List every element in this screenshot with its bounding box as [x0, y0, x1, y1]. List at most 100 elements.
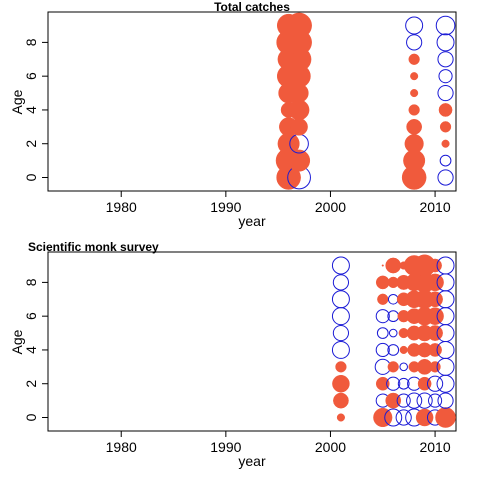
bubble-2005-age-7 — [377, 293, 389, 305]
x-tick-label-2010: 2010 — [419, 439, 450, 455]
bubble-2011-age-6 — [438, 69, 453, 84]
bubble-2001-age-8 — [332, 274, 350, 291]
bubble-2007-age-4 — [399, 345, 408, 354]
bubble-2011-age-2 — [436, 374, 455, 393]
y-tick-label-4: 4 — [23, 106, 39, 114]
bubble-2001-age-2 — [332, 374, 350, 393]
bubble-2007-age-0 — [395, 409, 412, 426]
y-tick-label-6: 6 — [23, 312, 39, 320]
y-axis-title-scientific-monk-survey: Age — [9, 329, 25, 354]
bubble-2008-age-7 — [408, 53, 420, 65]
bubble-2005-age-6 — [375, 309, 390, 324]
bubble-1997-age-3 — [290, 118, 308, 136]
bubble-2001-age-9 — [331, 256, 350, 275]
bubble-2011-age-9 — [436, 256, 455, 275]
bubble-2010-age-1 — [428, 393, 443, 408]
bubble-2001-age-7 — [331, 290, 350, 309]
x-axis-title-total-catches: year — [238, 213, 266, 229]
axes-total-catches: 1980 1990 2000 2010 0 2 4 6 8 — [23, 38, 451, 215]
y-tick-label-2: 2 — [23, 140, 39, 148]
x-tick-label-1980: 1980 — [106, 199, 137, 215]
bubble-marks-total-catches — [275, 12, 456, 190]
bubble-2006-age-7 — [387, 293, 399, 305]
bubble-2001-age-0 — [336, 413, 345, 422]
bubble-2005-age-2 — [375, 376, 390, 391]
bubble-2001-age-6 — [331, 307, 350, 326]
bubble-2006-age-0 — [384, 408, 403, 427]
bubble-2006-age-9 — [385, 257, 402, 274]
bubble-2011-age-0 — [437, 169, 454, 186]
y-tick-label-0: 0 — [23, 413, 39, 421]
bubble-2010-age-5 — [427, 325, 443, 341]
bubble-2010-age-6 — [426, 307, 444, 325]
panel-title-total-catches: Total catches — [214, 0, 290, 14]
x-tick-label-1990: 1990 — [210, 199, 241, 215]
bubble-2006-age-1 — [385, 392, 402, 409]
x-tick-label-2010: 2010 — [419, 199, 450, 215]
y-tick-label-4: 4 — [23, 346, 39, 354]
bubble-2008-age-4 — [408, 104, 420, 116]
panel-title-scientific-monk-survey: Scientific monk survey — [28, 240, 159, 254]
bubble-2011-age-9 — [435, 15, 456, 36]
bubble-2007-age-3 — [399, 362, 408, 372]
bubble-2005-age-8 — [375, 275, 390, 290]
bubble-2005-age-4 — [375, 342, 390, 358]
x-tick-label-2000: 2000 — [315, 199, 346, 215]
bubble-2008-age-2 — [404, 134, 424, 154]
bubble-2006-age-3 — [387, 361, 399, 373]
bubble-2009-age-1 — [416, 392, 433, 409]
bubble-2008-age-1 — [406, 392, 423, 409]
bubble-2011-age-8 — [436, 33, 455, 52]
y-tick-label-8: 8 — [23, 38, 39, 46]
bubble-2011-age-1 — [439, 154, 452, 167]
bubble-2010-age-4 — [428, 343, 442, 357]
bubble-2008-age-8 — [406, 34, 423, 51]
x-tick-label-2000: 2000 — [315, 439, 346, 455]
bubble-2001-age-4 — [331, 340, 350, 359]
x-tick-label-1990: 1990 — [210, 439, 241, 455]
y-tick-label-6: 6 — [23, 72, 39, 80]
bubble-2008-age-6 — [410, 72, 419, 81]
bubble-2011-age-5 — [437, 84, 454, 102]
panel-scientific-monk-survey: Scientific monk survey 1980 1990 2000 2010 0… — [9, 240, 457, 469]
bubble-2001-age-5 — [332, 324, 350, 342]
bubble-2007-age-1 — [396, 393, 411, 408]
bubble-2006-age-4 — [387, 344, 400, 356]
bubble-2011-age-3 — [439, 121, 452, 133]
bubble-marks-scientific-monk-survey — [331, 254, 456, 428]
bubble-2010-age-2 — [426, 375, 444, 392]
bubble-2011-age-7 — [437, 51, 454, 68]
plot-frame-total-catches — [47, 11, 457, 192]
bubble-2011-age-2 — [441, 139, 450, 148]
x-axis-title-scientific-monk-survey: year — [238, 453, 266, 469]
bubble-2011-age-1 — [437, 392, 454, 409]
axes-scientific-monk-survey: 1980 1990 2000 2010 0 2 4 6 8 — [23, 278, 451, 455]
bubble-2008-age-9 — [405, 16, 424, 35]
panel-total-catches: Total catches 1980 1990 2000 2010 0 2 4 6 8 year… — [9, 0, 457, 229]
bubble-2008-age-3 — [406, 118, 422, 135]
bubble-1997-age-9 — [286, 12, 312, 39]
bubble-1997-age-4 — [288, 99, 310, 121]
bubble-2005-age-9 — [381, 264, 384, 267]
bubble-2011-age-0 — [435, 407, 456, 428]
y-axis-title-total-catches: Age — [9, 89, 25, 114]
y-tick-label-8: 8 — [23, 278, 39, 286]
bubble-1997-age-1 — [288, 149, 311, 172]
y-tick-label-0: 0 — [23, 173, 39, 181]
bubble-2010-age-3 — [429, 361, 441, 373]
bubble-2011-age-4 — [438, 103, 453, 117]
x-tick-label-1980: 1980 — [106, 439, 137, 455]
bubble-2001-age-1 — [333, 392, 349, 409]
bubble-2006-age-5 — [388, 328, 398, 338]
plot-frame-scientific-monk-survey — [47, 251, 457, 432]
bubble-2007-age-2 — [397, 377, 410, 390]
bubble-2001-age-3 — [335, 361, 347, 373]
bubble-2010-age-8 — [426, 273, 444, 292]
bubble-2010-age-9 — [428, 258, 442, 273]
bubble-2008-age-5 — [410, 89, 419, 98]
y-tick-label-2: 2 — [23, 380, 39, 388]
bubble-2005-age-5 — [376, 327, 389, 339]
bubble-2005-age-0 — [373, 407, 393, 428]
bubble-2010-age-7 — [427, 291, 443, 308]
